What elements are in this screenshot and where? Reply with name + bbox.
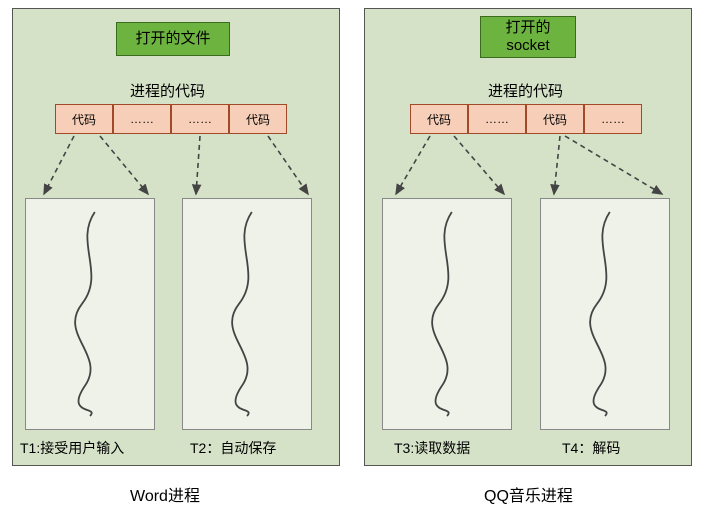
- resource-box-right: 打开的socket: [480, 16, 576, 58]
- thread-label-t4: T4：解码: [562, 438, 620, 458]
- resource-box-line: socket: [506, 37, 549, 55]
- code-cell: 代码: [410, 104, 468, 134]
- thread-box-t2: [182, 198, 312, 430]
- thread-box-t4: [540, 198, 670, 430]
- thread-label-t1: T1:接受用户输入: [20, 438, 124, 458]
- thread-label-t2: T2：自动保存: [190, 438, 276, 458]
- resource-box-left: 打开的文件: [116, 22, 230, 56]
- thread-box-t1: [25, 198, 155, 430]
- resource-box-line: 打开的: [505, 19, 550, 37]
- code-cell: ……: [468, 104, 526, 134]
- code-cell: 代码: [229, 104, 287, 134]
- thread-box-t3: [382, 198, 512, 430]
- code-title-left: 进程的代码: [130, 80, 205, 101]
- code-cell: 代码: [55, 104, 113, 134]
- code-title-right: 进程的代码: [488, 80, 563, 101]
- code-cell: ……: [113, 104, 171, 134]
- thread-label-t3: T3:读取数据: [394, 438, 470, 458]
- caption-left: Word进程: [130, 482, 200, 506]
- code-row-left: 代码…………代码: [55, 104, 287, 134]
- code-cell: ……: [584, 104, 642, 134]
- caption-right: QQ音乐进程: [484, 482, 573, 506]
- code-row-right: 代码……代码……: [410, 104, 642, 134]
- code-cell: 代码: [526, 104, 584, 134]
- code-cell: ……: [171, 104, 229, 134]
- resource-box-line: 打开的文件: [135, 30, 210, 48]
